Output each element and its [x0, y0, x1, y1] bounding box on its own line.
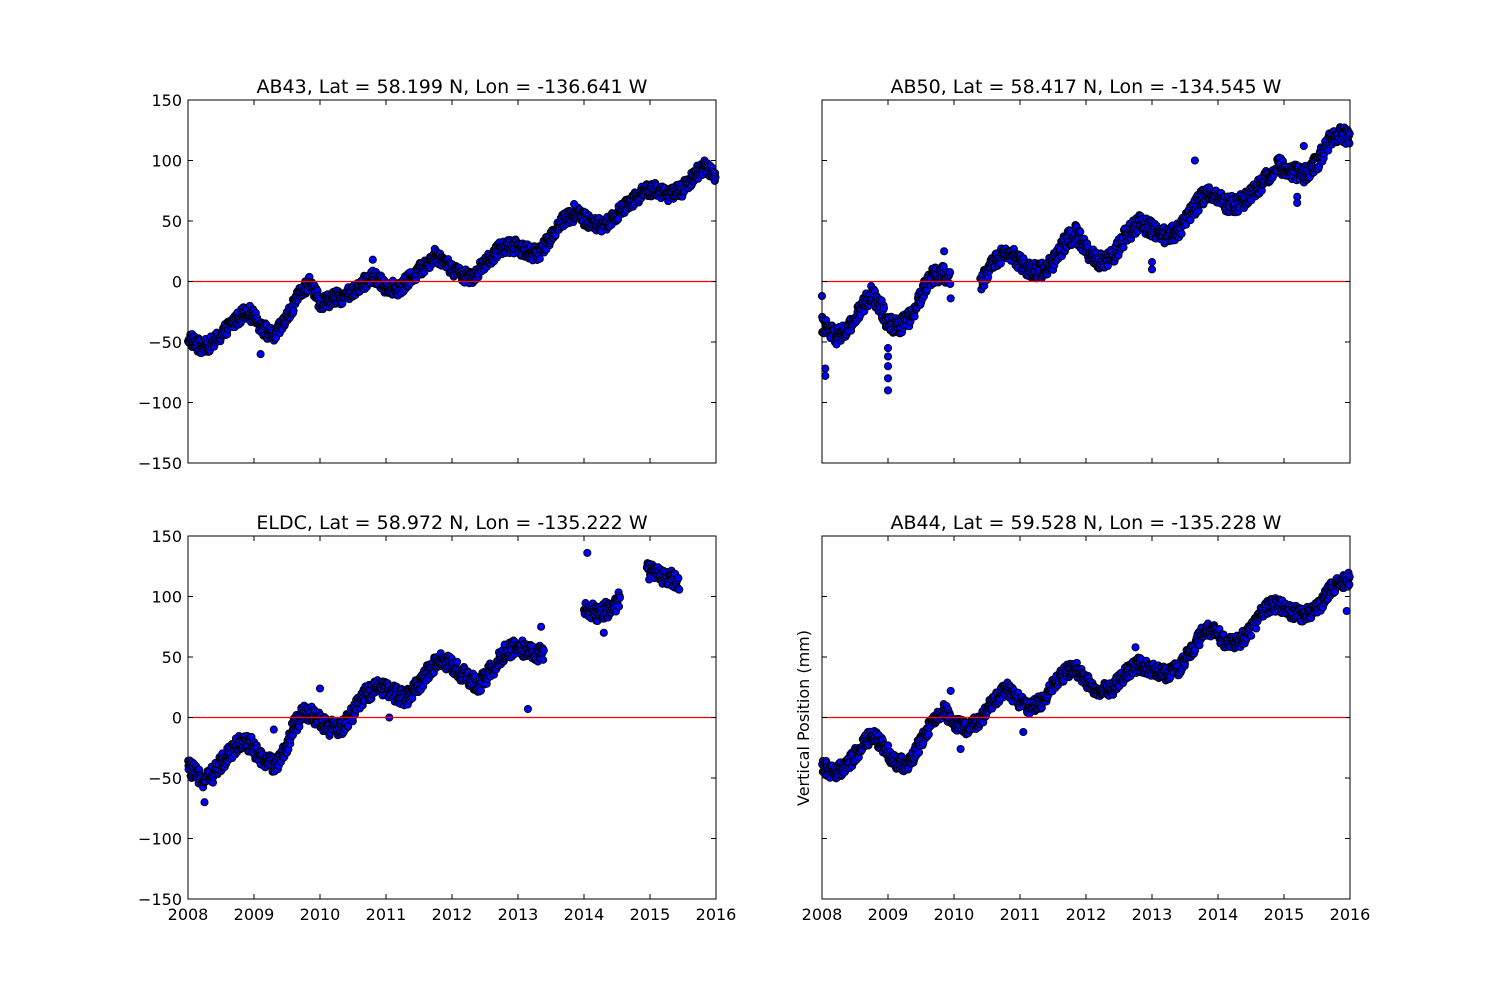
y-tick-label: 50 [162, 648, 182, 667]
y-tick-label: 50 [162, 212, 182, 231]
x-tick-label: 2011 [366, 905, 407, 924]
x-tick-label: 2015 [630, 905, 671, 924]
x-tick-label: 2013 [1132, 905, 1173, 924]
data-point-outlier [256, 350, 265, 359]
data-point [539, 655, 548, 664]
x-tick-label: 2013 [498, 905, 539, 924]
data-point-outlier [956, 744, 965, 754]
data-point [1247, 631, 1256, 640]
data-point-outlier [946, 294, 955, 303]
data-point [535, 254, 544, 263]
data-point-outlier [1299, 141, 1308, 151]
data-point [946, 268, 955, 277]
data-point [914, 748, 924, 757]
x-tick-label: 2008 [168, 905, 209, 924]
data-point [910, 312, 919, 321]
x-tick-label: 2009 [868, 905, 909, 924]
data-point-outlier [1019, 727, 1028, 737]
subplot-title: AB44, Lat = 59.528 N, Lon = -135.228 W [891, 512, 1282, 534]
y-tick-label: −150 [138, 454, 182, 473]
y-tick-label: 0 [172, 709, 182, 728]
data-point-outlier [315, 684, 325, 693]
data-point [614, 602, 624, 611]
data-point [289, 306, 298, 315]
y-tick-label: −100 [138, 830, 182, 849]
data-point-outlier [1190, 156, 1199, 165]
data-point [1177, 229, 1186, 238]
data-point-outlier [883, 362, 893, 371]
data-point-outlier [946, 686, 955, 695]
data-point [879, 304, 889, 313]
y-tick-label: 100 [151, 152, 182, 171]
subplot-title: AB50, Lat = 58.417 N, Lon = -134.545 W [891, 76, 1282, 98]
data-point-outlier [570, 200, 579, 209]
x-tick-label: 2009 [234, 905, 275, 924]
data-point-outlier [821, 364, 830, 373]
data-point-outlier [883, 352, 893, 361]
data-point-outlier [1147, 265, 1157, 274]
data-point [1345, 580, 1354, 589]
data-point-outlier [200, 798, 209, 807]
data-point-outlier [940, 247, 949, 256]
data-point-outlier [269, 725, 278, 734]
data-point [1076, 227, 1085, 236]
x-tick-label: 2014 [564, 905, 605, 924]
data-point [1345, 139, 1354, 148]
x-tick-label: 2016 [1330, 905, 1371, 924]
data-point [675, 585, 684, 594]
data-point [476, 686, 485, 695]
data-point-outlier [537, 622, 546, 631]
y-tick-label: 150 [151, 527, 182, 546]
data-point-outlier [883, 386, 893, 395]
y-tick-label: −100 [138, 394, 182, 413]
data-point [1252, 624, 1261, 633]
data-point-outlier [1147, 258, 1157, 267]
x-tick-label: 2014 [1198, 905, 1239, 924]
subplot-title: ELDC, Lat = 58.972 N, Lon = -135.222 W [256, 512, 647, 534]
data-point [674, 574, 683, 583]
data-point-outlier [599, 628, 608, 637]
data-point [539, 646, 548, 655]
data-point-outlier [1131, 643, 1140, 652]
data-point-outlier [821, 371, 830, 380]
data-point-outlier [583, 548, 592, 557]
x-tick-label: 2015 [1264, 905, 1305, 924]
y-tick-label: −50 [148, 769, 182, 788]
y-tick-label: 100 [151, 588, 182, 607]
x-tick-label: 2010 [300, 905, 341, 924]
y-axis-label: Vertical Position (mm) [794, 630, 813, 806]
x-tick-label: 2012 [432, 905, 473, 924]
x-tick-label: 2010 [934, 905, 975, 924]
x-tick-label: 2016 [696, 905, 737, 924]
data-point [615, 593, 624, 602]
data-point-outlier [1342, 606, 1351, 616]
x-tick-label: 2012 [1066, 905, 1107, 924]
y-tick-label: 0 [172, 273, 182, 292]
data-point-outlier [368, 255, 377, 264]
data-point-outlier [883, 374, 893, 383]
data-point-outlier [1293, 198, 1302, 207]
subplot-ab43: AB43, Lat = 58.199 N, Lon = -136.641 W 1… [138, 76, 720, 473]
x-tick-label: 2011 [1000, 905, 1041, 924]
data-point [1119, 243, 1128, 252]
data-point-outlier [883, 344, 893, 353]
y-tick-label: −50 [148, 333, 182, 352]
subplot-title: AB43, Lat = 58.199 N, Lon = -136.641 W [257, 76, 648, 98]
data-point [453, 657, 462, 666]
data-point-outlier [523, 704, 532, 714]
x-tick-label: 2008 [802, 905, 843, 924]
y-tick-label: 150 [151, 91, 182, 110]
